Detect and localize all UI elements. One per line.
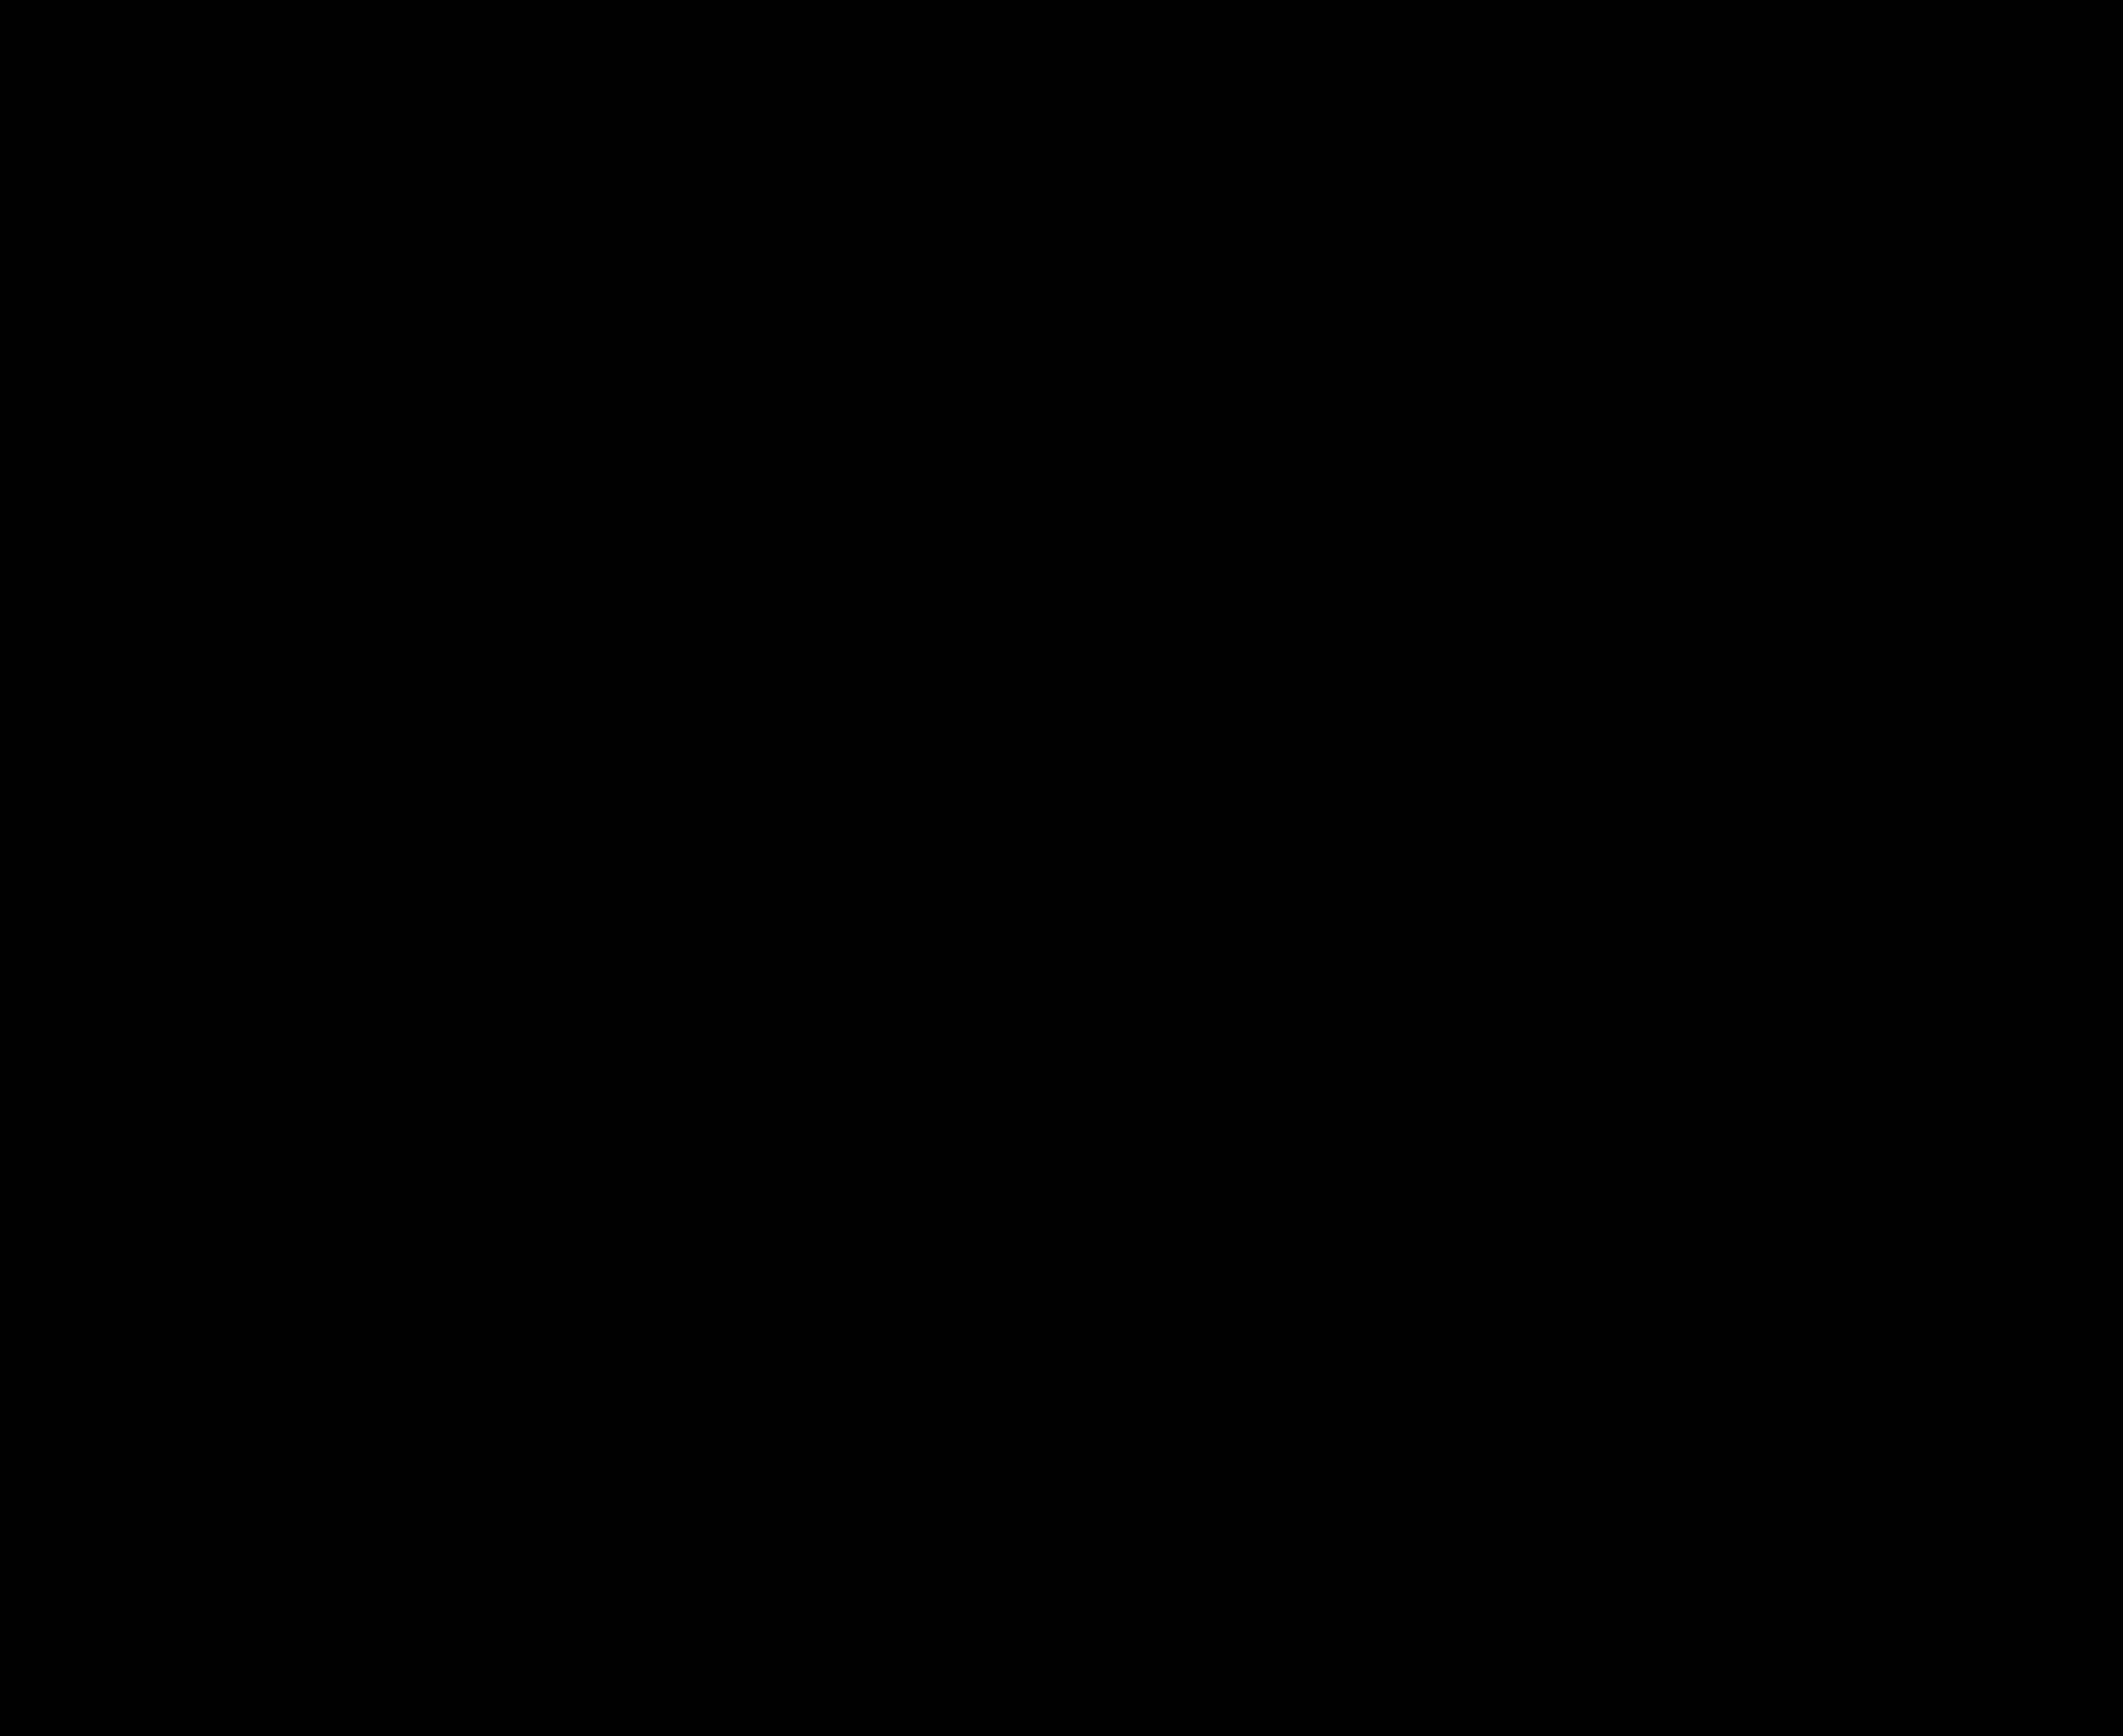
- map-svg: [0, 0, 2123, 1736]
- map-canvas: [0, 0, 2123, 1736]
